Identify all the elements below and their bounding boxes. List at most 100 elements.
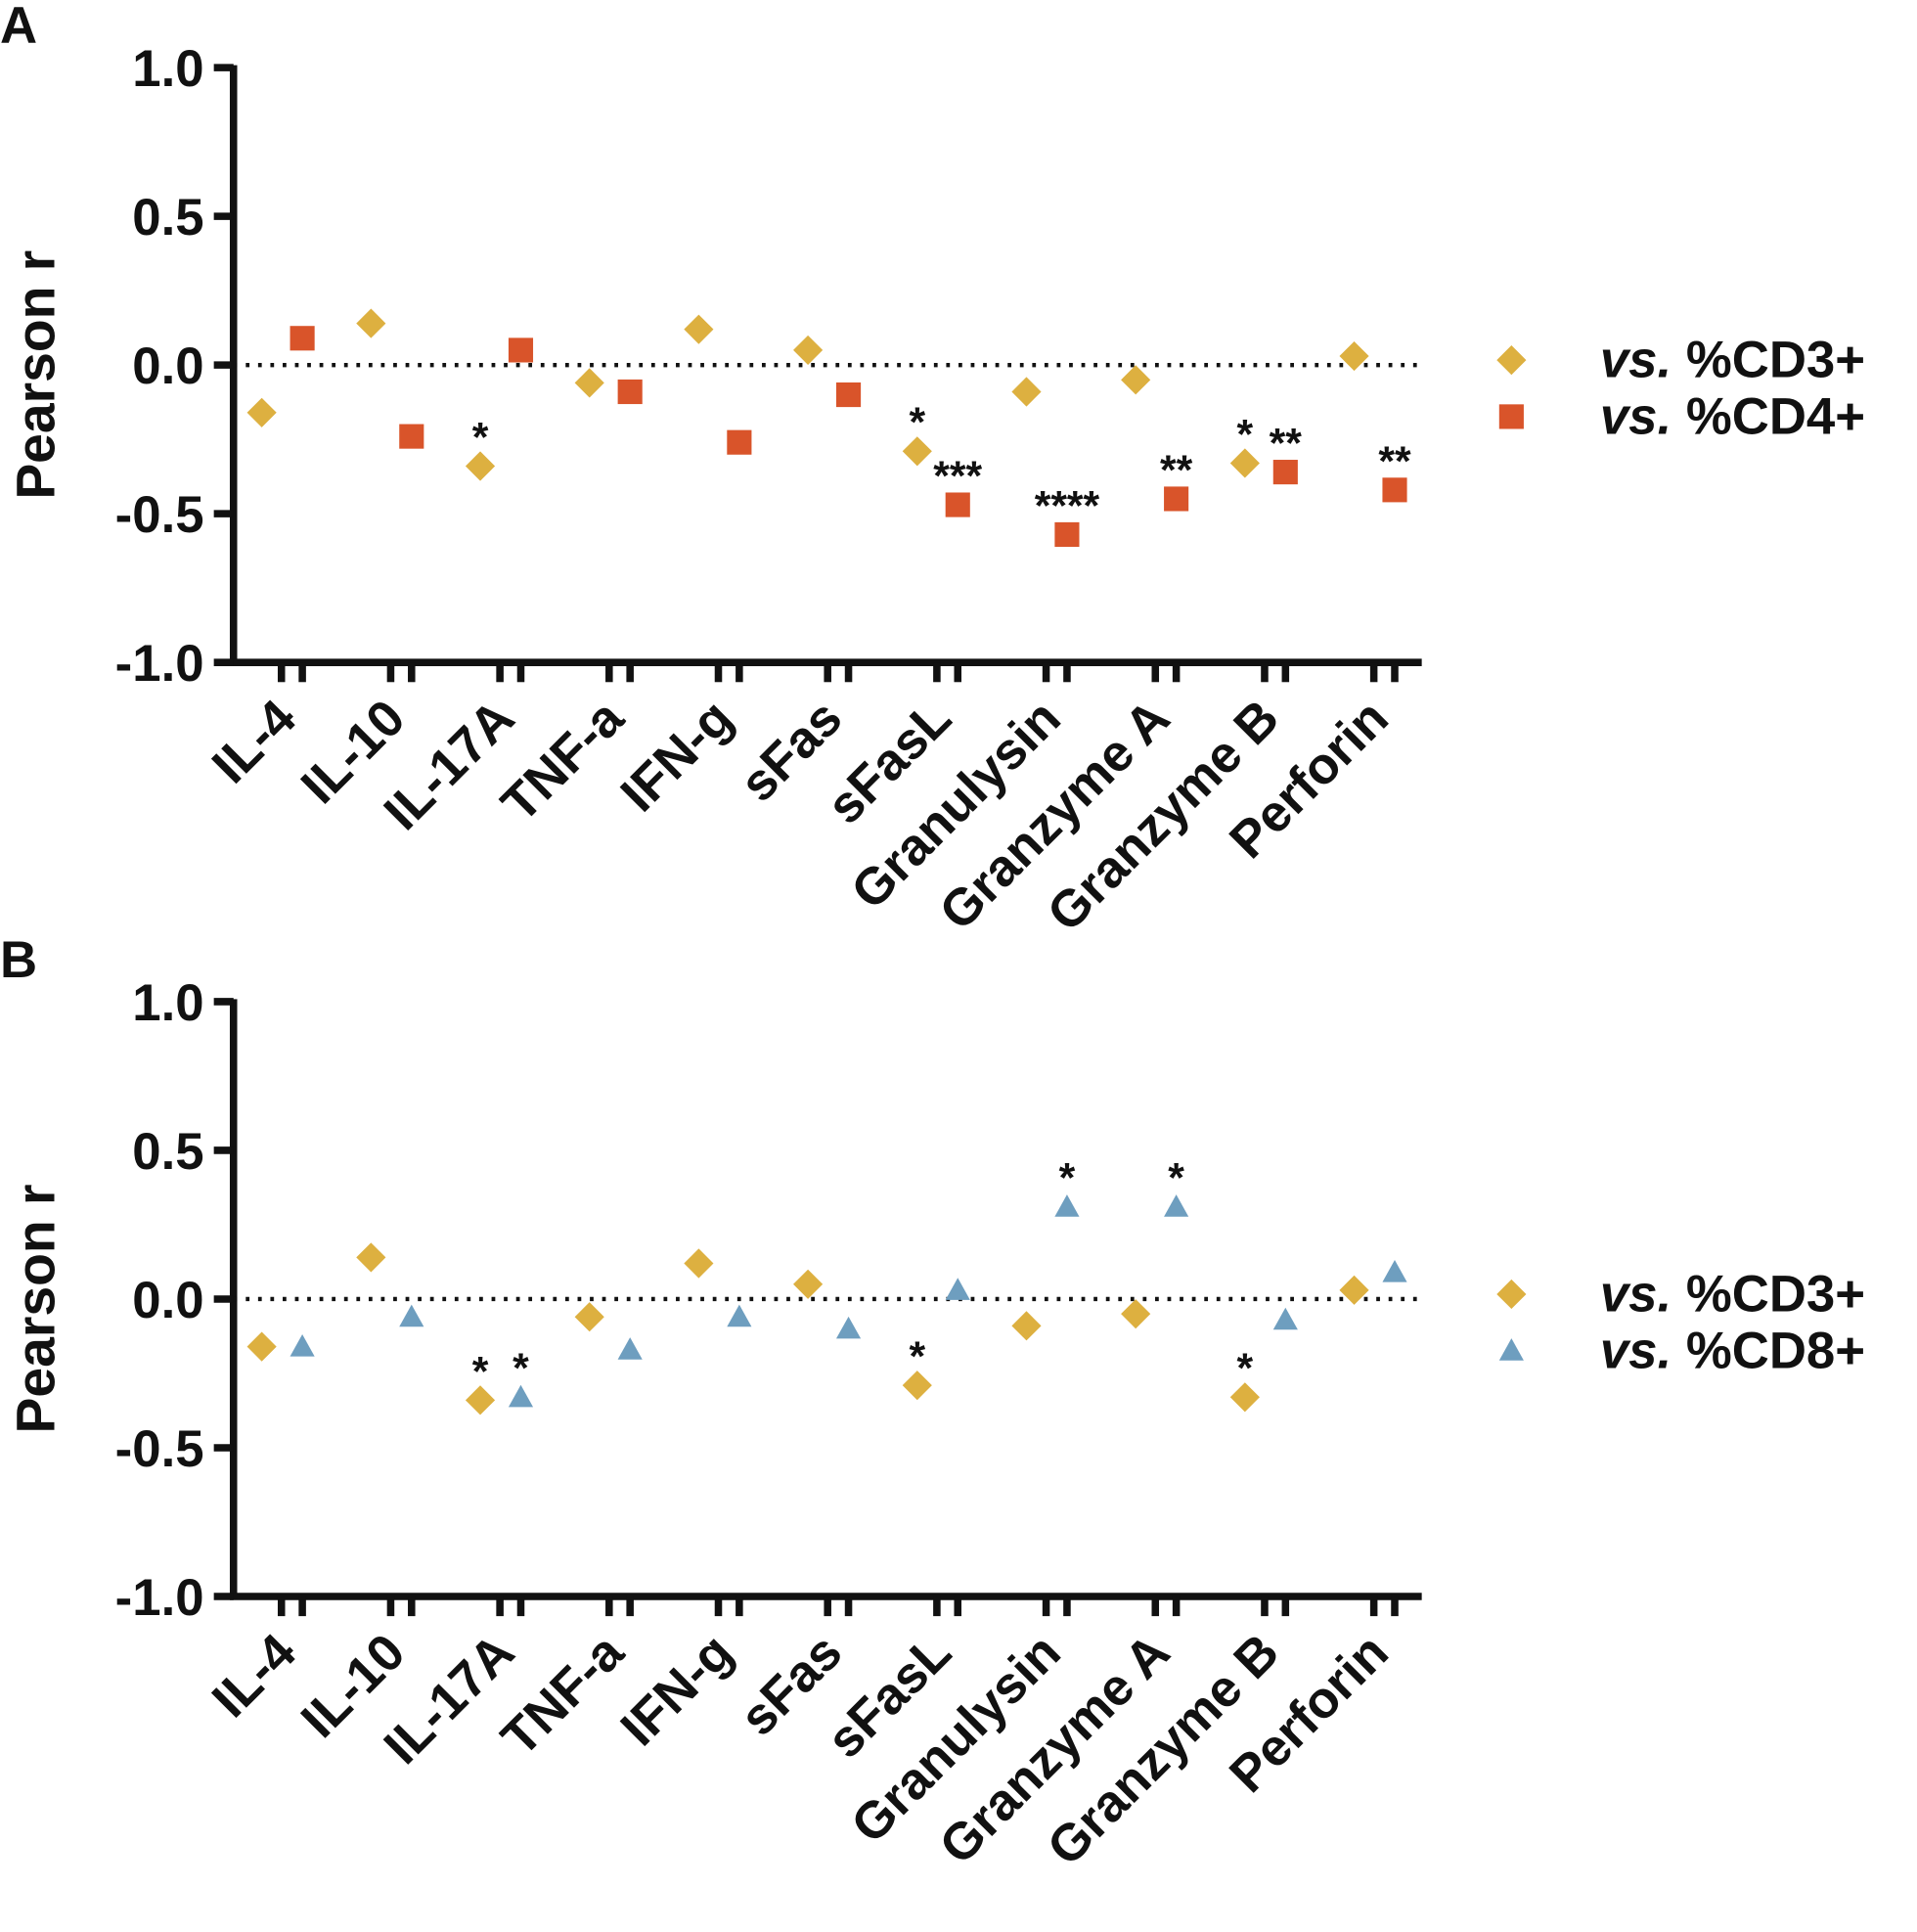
y-tick-label: -0.5 <box>115 1420 204 1478</box>
data-point <box>617 379 643 405</box>
data-point <box>290 326 315 351</box>
data-point <box>1011 377 1042 407</box>
data-point <box>835 1316 862 1339</box>
data-point <box>684 314 714 344</box>
legend-label: vs. %CD3+ <box>1600 332 1865 389</box>
data-point <box>246 1331 277 1362</box>
data-point <box>1382 477 1407 503</box>
data-point <box>399 1304 424 1327</box>
series-diamond: * * * <box>246 308 1369 481</box>
data-point <box>1121 365 1151 395</box>
series-diamond: * * * <box>246 1242 1369 1415</box>
x-tick-label: IFN-g <box>610 689 744 823</box>
data-point <box>246 397 277 427</box>
y-tick-label: 1.0 <box>132 974 203 1032</box>
significance-label: * <box>1237 411 1254 458</box>
y-tick-label: -1.0 <box>115 635 204 693</box>
series-square: *********** ** <box>290 326 1411 548</box>
significance-label: **** <box>1035 482 1100 529</box>
data-point <box>902 436 932 467</box>
data-point <box>1121 1299 1151 1329</box>
data-point <box>465 451 496 481</box>
legend-prefix: vs. <box>1600 332 1672 389</box>
data-point <box>1164 486 1189 512</box>
data-point <box>727 429 752 455</box>
x-tick-label: IFN-g <box>610 1623 744 1757</box>
significance-label: * <box>1168 1155 1184 1202</box>
significance-label: ** <box>1378 438 1411 485</box>
y-tick-label: -1.0 <box>115 1569 204 1627</box>
y-tick-label: 0.5 <box>132 189 203 247</box>
data-point <box>902 1370 932 1401</box>
data-point <box>508 1384 534 1408</box>
significance-label: * <box>472 1348 489 1395</box>
legend-triangle-icon <box>1498 1338 1524 1361</box>
legend-prefix: vs. <box>1600 1322 1672 1379</box>
significance-label: ** <box>1160 447 1193 494</box>
y-tick-label: 0.5 <box>132 1123 203 1181</box>
legend-square-icon <box>1498 404 1524 429</box>
data-point <box>356 308 386 338</box>
legend-entry: vs. %CD8+ <box>1498 1322 1865 1379</box>
y-tick-label: 0.0 <box>132 1272 203 1329</box>
data-point <box>1339 1275 1369 1305</box>
y-tick-label: 0.0 <box>132 337 203 395</box>
x-tick-label: IL-4 <box>201 1623 308 1730</box>
x-tick-label: TNF-a <box>490 689 635 833</box>
data-point <box>1164 1194 1189 1217</box>
legend-entry: vs. %CD3+ <box>1496 332 1865 389</box>
data-point <box>945 492 970 517</box>
significance-label: * <box>1059 1155 1076 1202</box>
legend-prefix: vs. <box>1600 1266 1672 1324</box>
data-point <box>574 1302 604 1332</box>
series-triangle: * * * <box>290 1155 1407 1408</box>
legend-entry: vs. %CD4+ <box>1498 387 1865 445</box>
legend-name: %CD8+ <box>1672 1322 1865 1379</box>
data-point <box>290 1334 315 1357</box>
significance-label: * <box>472 414 489 461</box>
legend-entry: vs. %CD3+ <box>1496 1266 1865 1324</box>
y-tick-label: -0.5 <box>115 486 204 544</box>
data-point <box>1272 460 1298 485</box>
data-point <box>945 1278 970 1300</box>
data-point <box>1011 1311 1042 1341</box>
data-point <box>793 1269 824 1299</box>
panel-letter: A <box>0 0 37 55</box>
data-point <box>1054 521 1080 548</box>
significance-label: ** <box>1270 421 1303 468</box>
y-axis-label: Pearson r <box>5 1185 66 1434</box>
y-tick-label: 1.0 <box>132 40 203 98</box>
y-axis-label: Pearson r <box>5 250 66 500</box>
data-point <box>465 1385 496 1415</box>
panel-letter: B <box>0 931 37 989</box>
legend-name: %CD3+ <box>1672 1266 1865 1324</box>
legend-name: %CD3+ <box>1672 332 1865 389</box>
data-point <box>617 1337 643 1360</box>
legend-prefix: vs. <box>1600 387 1672 445</box>
data-point <box>574 368 604 398</box>
data-point <box>793 335 824 366</box>
significance-label: * <box>513 1345 529 1392</box>
legend-diamond-icon <box>1496 345 1527 376</box>
significance-label: *** <box>933 453 982 500</box>
significance-label: * <box>1237 1345 1254 1392</box>
legend-label: vs. %CD3+ <box>1600 1266 1865 1324</box>
legend-name: %CD4+ <box>1672 387 1865 445</box>
x-tick-label: IL-4 <box>201 689 308 795</box>
legend-label: vs. %CD4+ <box>1600 387 1865 445</box>
data-point <box>508 337 534 363</box>
data-point <box>835 382 862 408</box>
data-point <box>684 1248 714 1279</box>
data-point <box>1272 1307 1298 1330</box>
data-point <box>356 1242 386 1273</box>
legend-label: vs. %CD8+ <box>1600 1322 1865 1379</box>
significance-label: * <box>909 1333 925 1380</box>
data-point <box>1339 340 1369 372</box>
data-point <box>1054 1194 1080 1217</box>
data-point <box>1382 1260 1407 1282</box>
data-point <box>399 424 424 449</box>
significance-label: * <box>909 399 925 446</box>
